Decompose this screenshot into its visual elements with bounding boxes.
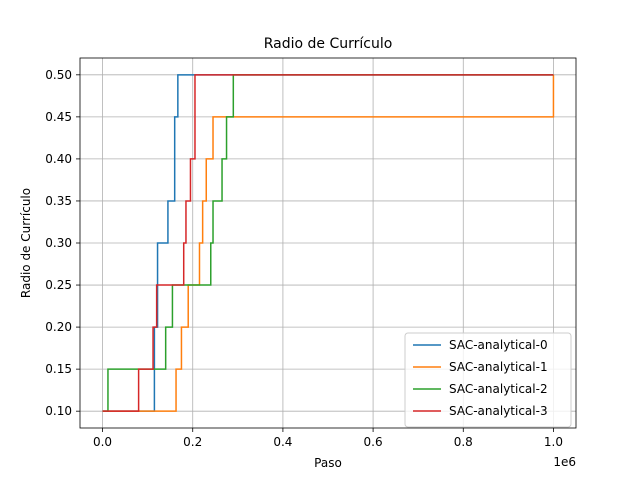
y-tick-label-7: 0.45 [45,110,72,124]
legend-label-0: SAC-analytical-0 [449,338,548,352]
x-tick-label-5: 1.0 [544,435,563,449]
x-tick-label-2: 0.4 [273,435,292,449]
series-line-2 [102,74,554,412]
y-tick-label-6: 0.40 [45,152,72,166]
y-tick-label-2: 0.20 [45,320,72,334]
y-tick-label-3: 0.25 [45,278,72,292]
y-axis-title: Radio de Currículo [19,188,33,298]
x-axis-multiplier: 1e6 [553,455,576,469]
chart-title: Radio de Currículo [264,36,393,52]
x-axis-title: Paso [314,456,342,470]
legend-box [404,332,572,428]
legend-label-2: SAC-analytical-2 [449,382,548,396]
x-tick-label-1: 0.2 [183,435,202,449]
legend-label-3: SAC-analytical-3 [449,404,548,418]
y-tick-label-5: 0.35 [45,194,72,208]
y-tick-label-1: 0.15 [45,362,72,376]
x-tick-label-0: 0.0 [93,435,112,449]
series-line-1 [102,74,555,412]
y-tick-label-0: 0.10 [45,404,72,418]
legend-label-1: SAC-analytical-1 [449,360,548,374]
plot-area: 0.0 0.2 0.4 0.6 0.8 1.0 0.10 0.15 0.20 0.25 0.30 0.… [45,57,577,449]
series-line-3 [102,74,554,412]
y-tick-label-4: 0.30 [45,236,72,250]
legend: SAC-analytical-0 SAC-analytical-1 SAC-anal… [404,332,572,428]
x-tick-label-4: 0.8 [454,435,473,449]
x-tick-label-3: 0.6 [364,435,383,449]
y-tick-label-8: 0.50 [45,68,72,82]
